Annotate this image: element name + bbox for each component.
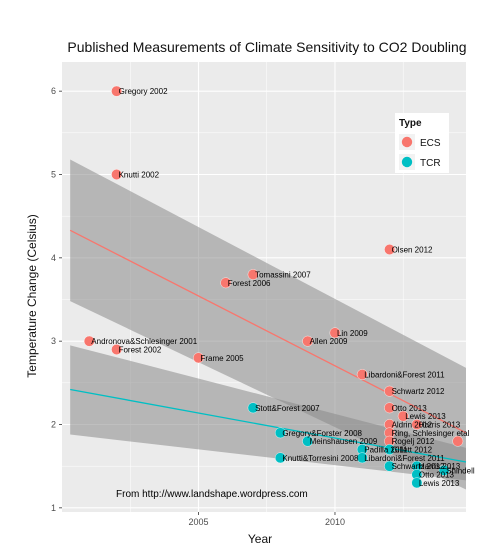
point-label-tcr: Padilla 2011 [364,446,408,455]
point-ecs [384,244,395,255]
point-tcr [384,460,395,472]
legend-label-ecs: ECS [420,138,441,149]
point-label-tcr: Harris 2013 [419,462,461,471]
legend-label-tcr: TCR [420,158,441,169]
point-ecs [193,352,204,364]
point-label-ecs: Harris 2013 [419,421,461,430]
legend: Type ECS TCR [395,113,449,173]
x-tick-label: 2005 [188,517,208,527]
point-label-tcr: Stott&Forest 2007 [255,404,320,413]
point-tcr [274,452,286,464]
y-tick-label: 1 [51,503,56,513]
point-label-ecs: Aldrin 2012 [392,421,433,430]
source-annotation: From http://www.landshape.wordpress.com [116,489,308,500]
point-ecs [329,327,341,339]
point-label-tcr: Schwartz 2012 [392,462,445,471]
trend-line-ecs [69,229,467,434]
y-tick-label: 3 [51,336,56,346]
point-ecs [111,344,122,355]
point-label-ecs: Tomassini 2007 [255,271,311,280]
trend-lines [69,229,467,463]
point-label-tcr: Knutti&Torresini 2008 [282,454,359,463]
point-ecs [83,335,95,347]
point-label-ecs: Schwartz 2012 [392,387,445,396]
point-ecs [384,402,395,414]
point-label-ecs: Rogelj 2012 [392,437,435,446]
point-label-ecs: Andronova&Schlesinger 2001 [91,337,197,346]
point-label-ecs: Forest 2002 [119,346,162,355]
legend-swatch-ecs [401,136,413,148]
point-label-tcr: Meinshausen 2009 [310,437,378,446]
point-label-ecs: Knutti 2002 [119,171,160,180]
point-ecs [411,419,423,430]
point-label-tcr: Libardoni&Forest 2011 [364,454,445,463]
legend-swatch-tcr [401,156,413,168]
y-tick-label: 6 [51,86,56,96]
point-label-ecs: Ring, Schlesinger etal [392,429,470,438]
point-tcr [356,452,368,464]
point-ecs [397,410,409,422]
y-tick-label: 4 [51,253,56,263]
point-label-tcr: Gillett 2012 [392,446,433,455]
point-labels: Gregory 2002 Knutti 2002 Andronova&Schlesi… [91,87,475,488]
point-ecs [452,435,464,447]
point-tcr [438,464,450,476]
point-ecs [356,369,368,380]
point-ecs [384,385,395,397]
point-label-ecs: Lewis 2013 [405,412,446,421]
point-ecs [111,169,122,180]
chart-title: Published Measurements of Climate Sensit… [67,39,466,55]
point-ecs [220,277,232,289]
y-tick-label: 5 [51,170,56,180]
data-points [83,85,464,489]
point-label-ecs: Frame 2005 [200,354,244,363]
trend-line-tcr [70,388,467,463]
axis-ticks: 1 2 3 4 5 6 2005 2010 [51,86,345,527]
point-tcr [247,402,259,414]
point-tcr [411,477,423,489]
point-tcr [274,427,286,439]
confidence-band-ecs [70,159,467,490]
point-label-ecs: Gregory 2002 [119,87,168,96]
confidence-bands [70,159,467,490]
point-ecs [247,269,259,280]
legend-title: Type [399,118,422,129]
confidence-band-tcr [70,345,467,481]
point-label-ecs: Lin 2009 [337,329,368,338]
point-label-tcr: Gregory&Forster 2008 [282,429,362,438]
x-tick-label: 2010 [325,517,345,527]
point-ecs [111,85,122,97]
point-label-ecs: Libardoni&Forest 2011 [364,371,445,380]
point-tcr [302,435,314,447]
point-label-tcr: Lewis 2013 [419,479,460,488]
point-label-ecs: Forest 2006 [228,279,271,288]
point-label-ecs: Otto 2013 [392,404,428,413]
point-tcr [384,444,395,455]
point-label-tcr: Shindell [446,466,475,475]
y-axis-title: Temperature Change (Celsius) [25,214,39,377]
point-label-ecs: Olsen 2012 [392,246,433,255]
point-ecs [302,335,314,347]
point-label-ecs: Allen 2009 [310,337,348,346]
x-axis-title: Year [248,532,272,546]
point-label-tcr: Otto 2013 [419,471,455,480]
y-tick-label: 2 [51,420,56,430]
